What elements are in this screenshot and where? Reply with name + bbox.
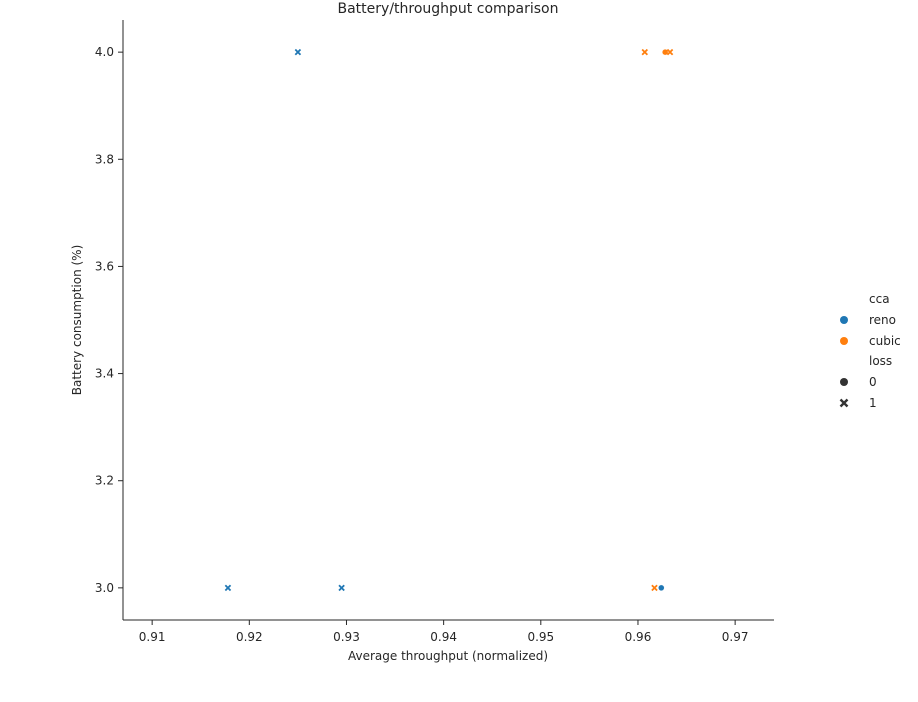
axes <box>122 20 774 621</box>
x-tick-label: 0.92 <box>236 630 263 644</box>
y-tick-label: 3.6 <box>95 259 114 273</box>
legend-hue-title: cca <box>869 292 890 306</box>
legend-marker-loss-1 <box>839 398 849 408</box>
legend-label-loss-1: 1 <box>869 396 877 410</box>
data-point-reno-loss-1 <box>338 584 345 592</box>
data-point-reno-loss-1 <box>294 48 302 56</box>
x-ticks: 0.91 0.92 0.93 0.94 0.95 0.96 0.97 <box>139 620 749 644</box>
legend-style-title: loss <box>869 354 892 368</box>
x-tick-label: 0.96 <box>625 630 652 644</box>
chart-title: Battery/throughput comparison <box>338 1 559 17</box>
y-axis-title: Battery consumption (%) <box>70 245 84 396</box>
y-tick-label: 3.0 <box>95 581 114 595</box>
data-point-cubic-loss-1 <box>666 48 674 56</box>
data-point-cubic-loss-1 <box>641 48 649 56</box>
y-ticks: 3.0 3.2 3.4 3.6 3.8 4.0 <box>95 45 123 595</box>
x-tick-label: 0.91 <box>139 630 166 644</box>
legend-label-loss-0: 0 <box>869 375 877 389</box>
y-tick-label: 3.2 <box>95 474 114 488</box>
y-tick-label: 4.0 <box>95 45 114 59</box>
data-point-reno-loss-0 <box>658 584 665 592</box>
x-tick-label: 0.95 <box>527 630 554 644</box>
x-tick-label: 0.93 <box>333 630 360 644</box>
legend-marker-cubic <box>840 337 848 345</box>
data-points <box>224 48 674 592</box>
legend-label-reno: reno <box>869 313 896 327</box>
y-tick-label: 3.8 <box>95 152 114 166</box>
legend: cca reno cubic loss 0 1 <box>839 292 901 410</box>
y-tick-label: 3.4 <box>95 367 114 381</box>
legend-label-cubic: cubic <box>869 334 901 348</box>
data-point-reno-loss-1 <box>224 584 232 592</box>
legend-marker-loss-0 <box>840 378 848 386</box>
x-axis-title: Average throughput (normalized) <box>348 649 548 663</box>
x-tick-label: 0.97 <box>722 630 749 644</box>
x-tick-label: 0.94 <box>430 630 457 644</box>
data-point-cubic-loss-1 <box>651 584 658 592</box>
data-point-cubic-loss-0 <box>661 48 669 56</box>
legend-marker-reno <box>840 316 848 324</box>
